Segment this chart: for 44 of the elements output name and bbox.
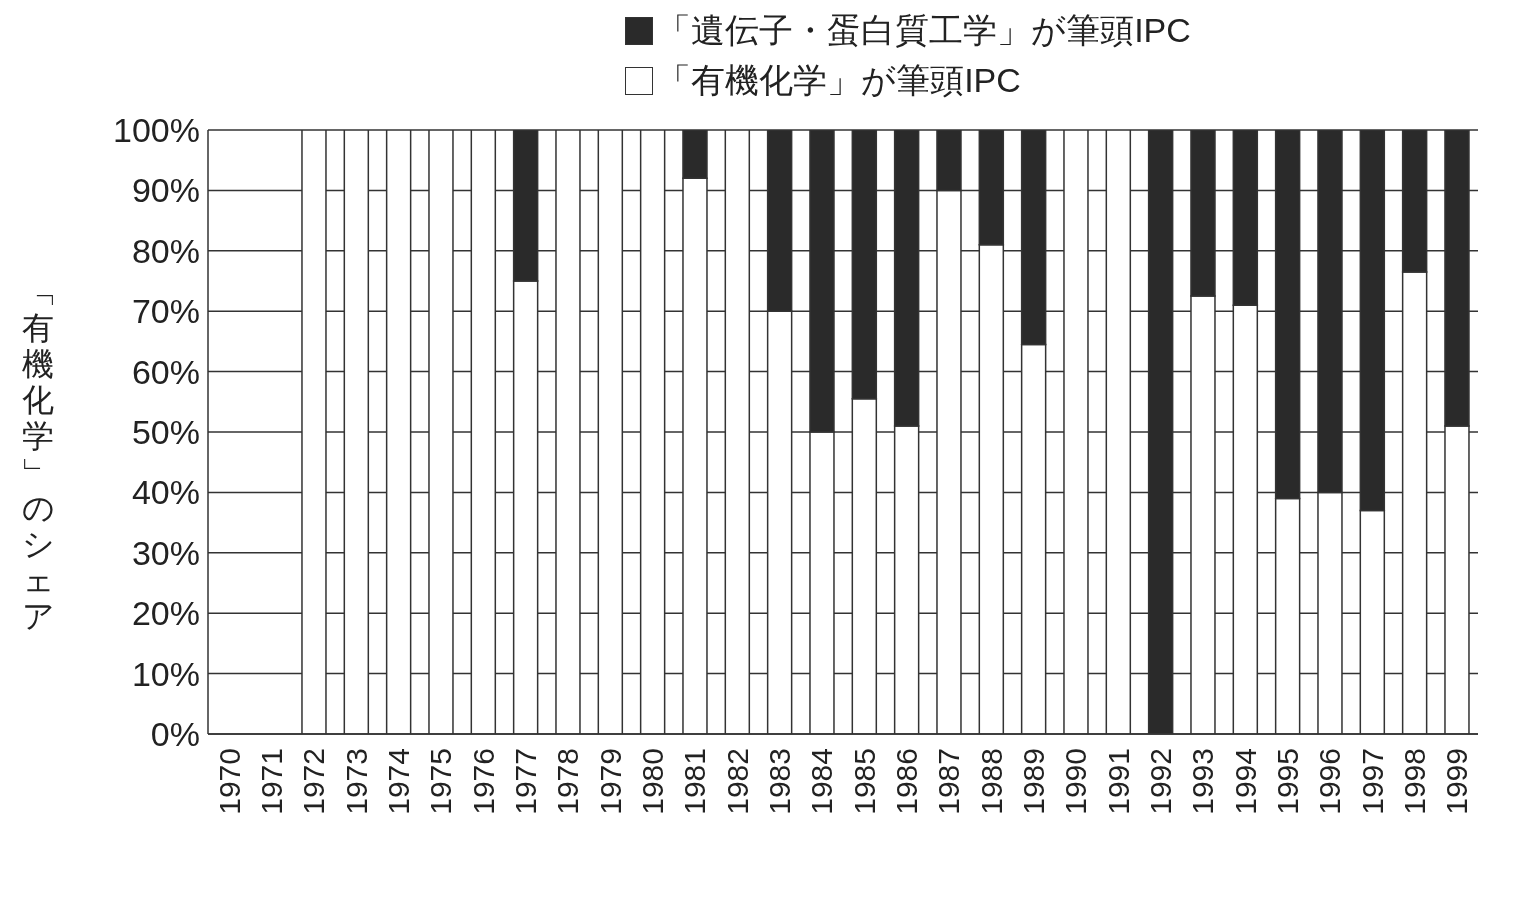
x-tick-label: 1982 bbox=[720, 748, 754, 815]
y-tick-label: 60% bbox=[131, 352, 200, 391]
x-tick-label: 1978 bbox=[551, 748, 585, 815]
x-tick-label: 1997 bbox=[1355, 748, 1389, 815]
y-tick-label: 40% bbox=[131, 473, 200, 512]
x-tick-label: 1992 bbox=[1144, 748, 1177, 815]
y-tick-label: 100% bbox=[113, 111, 200, 150]
x-tick-label: 1985 bbox=[847, 748, 881, 815]
x-tick-label: 1971 bbox=[255, 748, 288, 815]
x-tick-label: 1999 bbox=[1440, 748, 1474, 815]
x-tick-label: 1974 bbox=[382, 748, 415, 815]
legend-label: 「遺伝子・蛋白質工学」が筆頭IPC bbox=[657, 10, 1191, 51]
x-tick-label: 1973 bbox=[339, 748, 373, 815]
x-tick-label: 1979 bbox=[593, 748, 627, 815]
y-tick-label: 50% bbox=[131, 413, 200, 452]
text: 「有機化学」のシェア bbox=[20, 276, 56, 634]
x-tick-label: 1996 bbox=[1313, 748, 1347, 815]
x-tick-label: 1977 bbox=[509, 748, 542, 815]
x-tick-label: 1988 bbox=[974, 748, 1008, 815]
x-tick-label: 1998 bbox=[1398, 748, 1431, 815]
y-tick-label: 90% bbox=[131, 171, 200, 210]
x-tick-label: 1993 bbox=[1186, 748, 1220, 815]
x-tick-label: 1981 bbox=[678, 748, 712, 815]
x-tick-label: 1994 bbox=[1228, 748, 1262, 815]
x-tick-label: 1995 bbox=[1271, 748, 1304, 815]
x-tick-label: 1987 bbox=[932, 748, 966, 815]
x-tick-label: 1991 bbox=[1101, 748, 1135, 815]
x-tick-label: 1986 bbox=[890, 748, 923, 815]
y-tick-label: 20% bbox=[131, 594, 200, 633]
x-tick-label: 1976 bbox=[466, 748, 500, 815]
x-tick-label: 1989 bbox=[1017, 748, 1050, 815]
x-tick-label: 1990 bbox=[1059, 748, 1093, 815]
x-tick-label: 1980 bbox=[636, 748, 669, 815]
y-tick-label: 10% bbox=[131, 654, 200, 693]
y-tick-label: 30% bbox=[131, 533, 200, 572]
x-tick-label: 1975 bbox=[424, 748, 458, 815]
x-tick-label: 1972 bbox=[297, 748, 331, 815]
legend-label: 「有機化学」が筆頭IPC bbox=[657, 60, 1021, 101]
y-tick-label: 70% bbox=[131, 292, 200, 331]
x-tick-label: 1970 bbox=[212, 748, 246, 815]
x-tick-label: 1983 bbox=[763, 748, 796, 815]
x-tick-label: 1984 bbox=[805, 748, 839, 815]
y-tick-label: 0% bbox=[150, 715, 200, 754]
y-tick-label: 80% bbox=[131, 231, 200, 270]
